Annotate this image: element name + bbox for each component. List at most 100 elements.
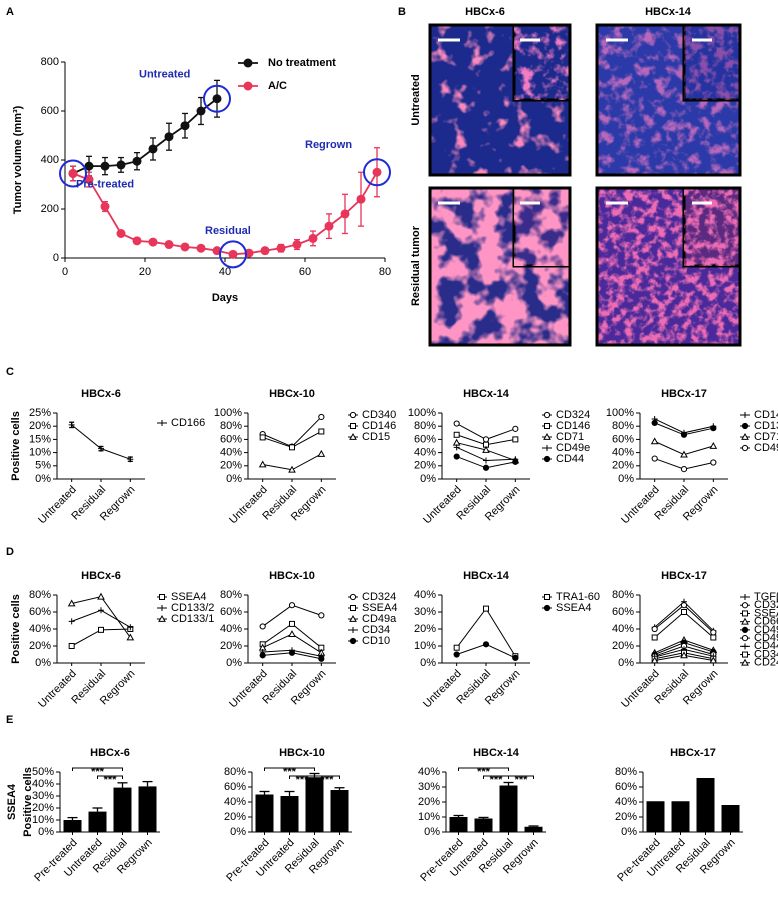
legend-marker	[543, 455, 551, 463]
data-point	[68, 618, 75, 625]
legend-label: CD146	[556, 420, 590, 432]
data-point	[127, 456, 134, 463]
bar	[280, 796, 299, 832]
significance-bracket	[314, 775, 340, 779]
legend-marker	[159, 594, 165, 600]
data-point	[482, 464, 490, 471]
data-point	[318, 612, 325, 619]
y-tick-label: 40%	[224, 796, 246, 808]
data-point	[453, 644, 460, 651]
chart-title: HBCx-6	[90, 747, 130, 759]
y-tick-label: 60%	[615, 781, 637, 793]
y-tick-label: 40%	[414, 589, 436, 601]
data-point	[100, 202, 110, 212]
legend-marker	[741, 626, 749, 633]
significance-bracket	[72, 767, 123, 771]
micrograph-border	[595, 186, 742, 347]
panel-label: E	[6, 714, 13, 726]
y-tick-label: 20%	[418, 796, 440, 808]
series-line	[72, 98, 218, 175]
data-point	[482, 436, 490, 443]
y-tick-label: 10%	[414, 640, 436, 652]
legend-label: CD324	[556, 409, 590, 421]
y-tick-label: 0%	[618, 473, 634, 485]
micrograph-stain	[684, 188, 740, 266]
annotation: Pre-treated	[76, 178, 134, 190]
data-point	[116, 160, 126, 170]
legend-label: CD324	[362, 591, 396, 603]
chart-title: HBCx-6	[81, 388, 121, 400]
y-tick-label: 0%	[226, 657, 242, 669]
data-point	[512, 425, 519, 432]
data-point	[651, 419, 658, 426]
data-point	[258, 460, 267, 468]
data-point	[98, 607, 104, 614]
legend-label: CD166	[171, 417, 205, 429]
data-point	[100, 161, 110, 171]
data-point	[148, 237, 158, 247]
error-bar	[503, 781, 514, 786]
legend-marker	[741, 617, 749, 625]
legend-marker	[742, 643, 748, 650]
row-label: Untreated	[410, 74, 422, 125]
x-tick-label: 0	[62, 266, 68, 278]
x-tick-label: 80	[379, 266, 391, 278]
bar	[696, 778, 715, 832]
y-tick-label: 20%	[615, 811, 637, 823]
legend-label: CD49e	[754, 624, 778, 636]
x-tick-label: 20	[139, 266, 151, 278]
micrographs	[428, 23, 742, 347]
legend-marker	[350, 605, 356, 611]
legend-marker	[741, 658, 749, 666]
data-point	[452, 438, 461, 446]
data-point	[650, 656, 659, 664]
significance-label: ***	[283, 766, 297, 778]
y-tick-label: 80%	[220, 589, 242, 601]
data-point	[317, 449, 326, 457]
y-tick-label: 20%	[414, 623, 436, 635]
data-point	[453, 420, 460, 427]
data-point	[67, 599, 76, 607]
legend-label: SSEA4	[362, 602, 397, 614]
series-line	[262, 416, 322, 448]
data-point	[372, 167, 382, 177]
data-point	[84, 175, 94, 185]
row-y-label: Positive cells	[10, 594, 22, 664]
y-tick-label: 40%	[220, 447, 242, 459]
y-tick-label: 40%	[615, 796, 637, 808]
data-point	[453, 444, 460, 451]
data-point	[132, 156, 142, 166]
data-point	[132, 236, 142, 246]
row-y-label: Positive cells	[22, 767, 34, 837]
data-point	[483, 457, 489, 464]
bar	[524, 826, 543, 832]
y-tick-label: 20%	[612, 640, 634, 652]
legend-marker	[543, 604, 551, 612]
y-tick-label: 60%	[224, 781, 246, 793]
y-tick-label: 20%	[612, 460, 634, 472]
y-tick-label: 0%	[226, 473, 242, 485]
y-tick-label: 80%	[612, 589, 634, 601]
data-point	[512, 458, 519, 465]
y-tick-label: 20%	[29, 640, 51, 652]
data-point	[212, 94, 222, 104]
data-point	[288, 465, 296, 473]
row-label: Residual tumor	[410, 225, 422, 306]
legend-label: CD34	[754, 648, 778, 660]
chart-title: HBCx-10	[279, 747, 325, 759]
data-point	[512, 654, 519, 662]
data-point	[68, 421, 75, 428]
series-line	[71, 424, 131, 460]
data-point	[288, 602, 296, 609]
x-axis-title: Days	[212, 292, 238, 304]
data-point	[288, 630, 296, 637]
annotation-circle	[219, 240, 247, 269]
data-point	[340, 209, 350, 219]
legend-marker	[350, 627, 356, 633]
y-tick-label: 600	[41, 105, 59, 117]
data-point	[318, 655, 325, 662]
bar	[330, 790, 349, 832]
data-point	[288, 649, 296, 656]
data-point	[651, 625, 658, 633]
y-tick-label: 0%	[420, 657, 436, 669]
